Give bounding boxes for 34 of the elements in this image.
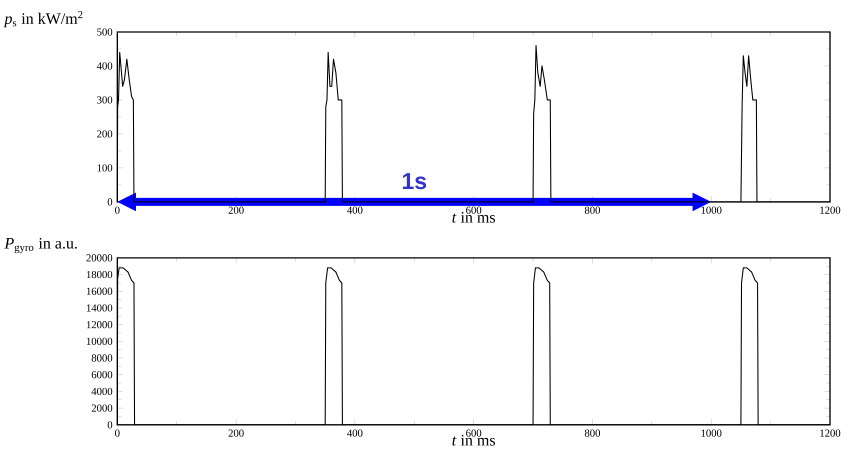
y-tick-label: 200 xyxy=(97,130,112,138)
y-tick-label: 0 xyxy=(108,421,112,428)
y-tick-label: 12000 xyxy=(86,321,112,328)
y-axis-title: P$_{gyro}$ in a.u. xyxy=(4,238,77,254)
y-tick-label: 16000 xyxy=(86,288,112,295)
x-tick-label: 400 xyxy=(347,206,362,214)
x-tick-label: 800 xyxy=(584,430,600,437)
y-tick-label: 18000 xyxy=(86,271,112,278)
y-tick-label: 14000 xyxy=(86,304,112,312)
y-tick-label: 10000 xyxy=(86,338,112,346)
x-tick-label: 1000 xyxy=(702,206,722,214)
y-tick-label: 8000 xyxy=(92,354,112,362)
x-tick-label: 1200 xyxy=(820,206,840,214)
y-tick-label: 300 xyxy=(97,96,112,104)
x-tick-label: 1200 xyxy=(820,430,840,437)
annotation: 1s xyxy=(402,173,426,190)
y-tick-label: 100 xyxy=(98,164,112,172)
x-tick-label: 800 xyxy=(584,206,600,214)
y-axis-title: p$_{s}$ in kW/m$^{2}$ xyxy=(4,11,82,28)
y-tick-label: 500 xyxy=(97,28,112,36)
y-tick-label: 6000 xyxy=(92,371,112,378)
x-tick-label: 600 xyxy=(466,206,482,214)
x-tick-label: 0 xyxy=(115,206,120,214)
x-tick-label: 200 xyxy=(228,206,244,214)
y-tick-label: 4000 xyxy=(92,388,112,396)
x-tick-label: 0 xyxy=(115,430,120,437)
y-tick-label: 20000 xyxy=(86,254,112,262)
x-tick-label: 600 xyxy=(466,430,482,437)
x-tick-label: 1000 xyxy=(702,430,722,437)
x-tick-label: 200 xyxy=(228,430,244,437)
y-tick-label: 400 xyxy=(96,62,112,70)
y-tick-label: 0 xyxy=(108,198,112,206)
x-tick-label: 400 xyxy=(347,430,362,437)
y-tick-label: 2000 xyxy=(92,404,112,412)
